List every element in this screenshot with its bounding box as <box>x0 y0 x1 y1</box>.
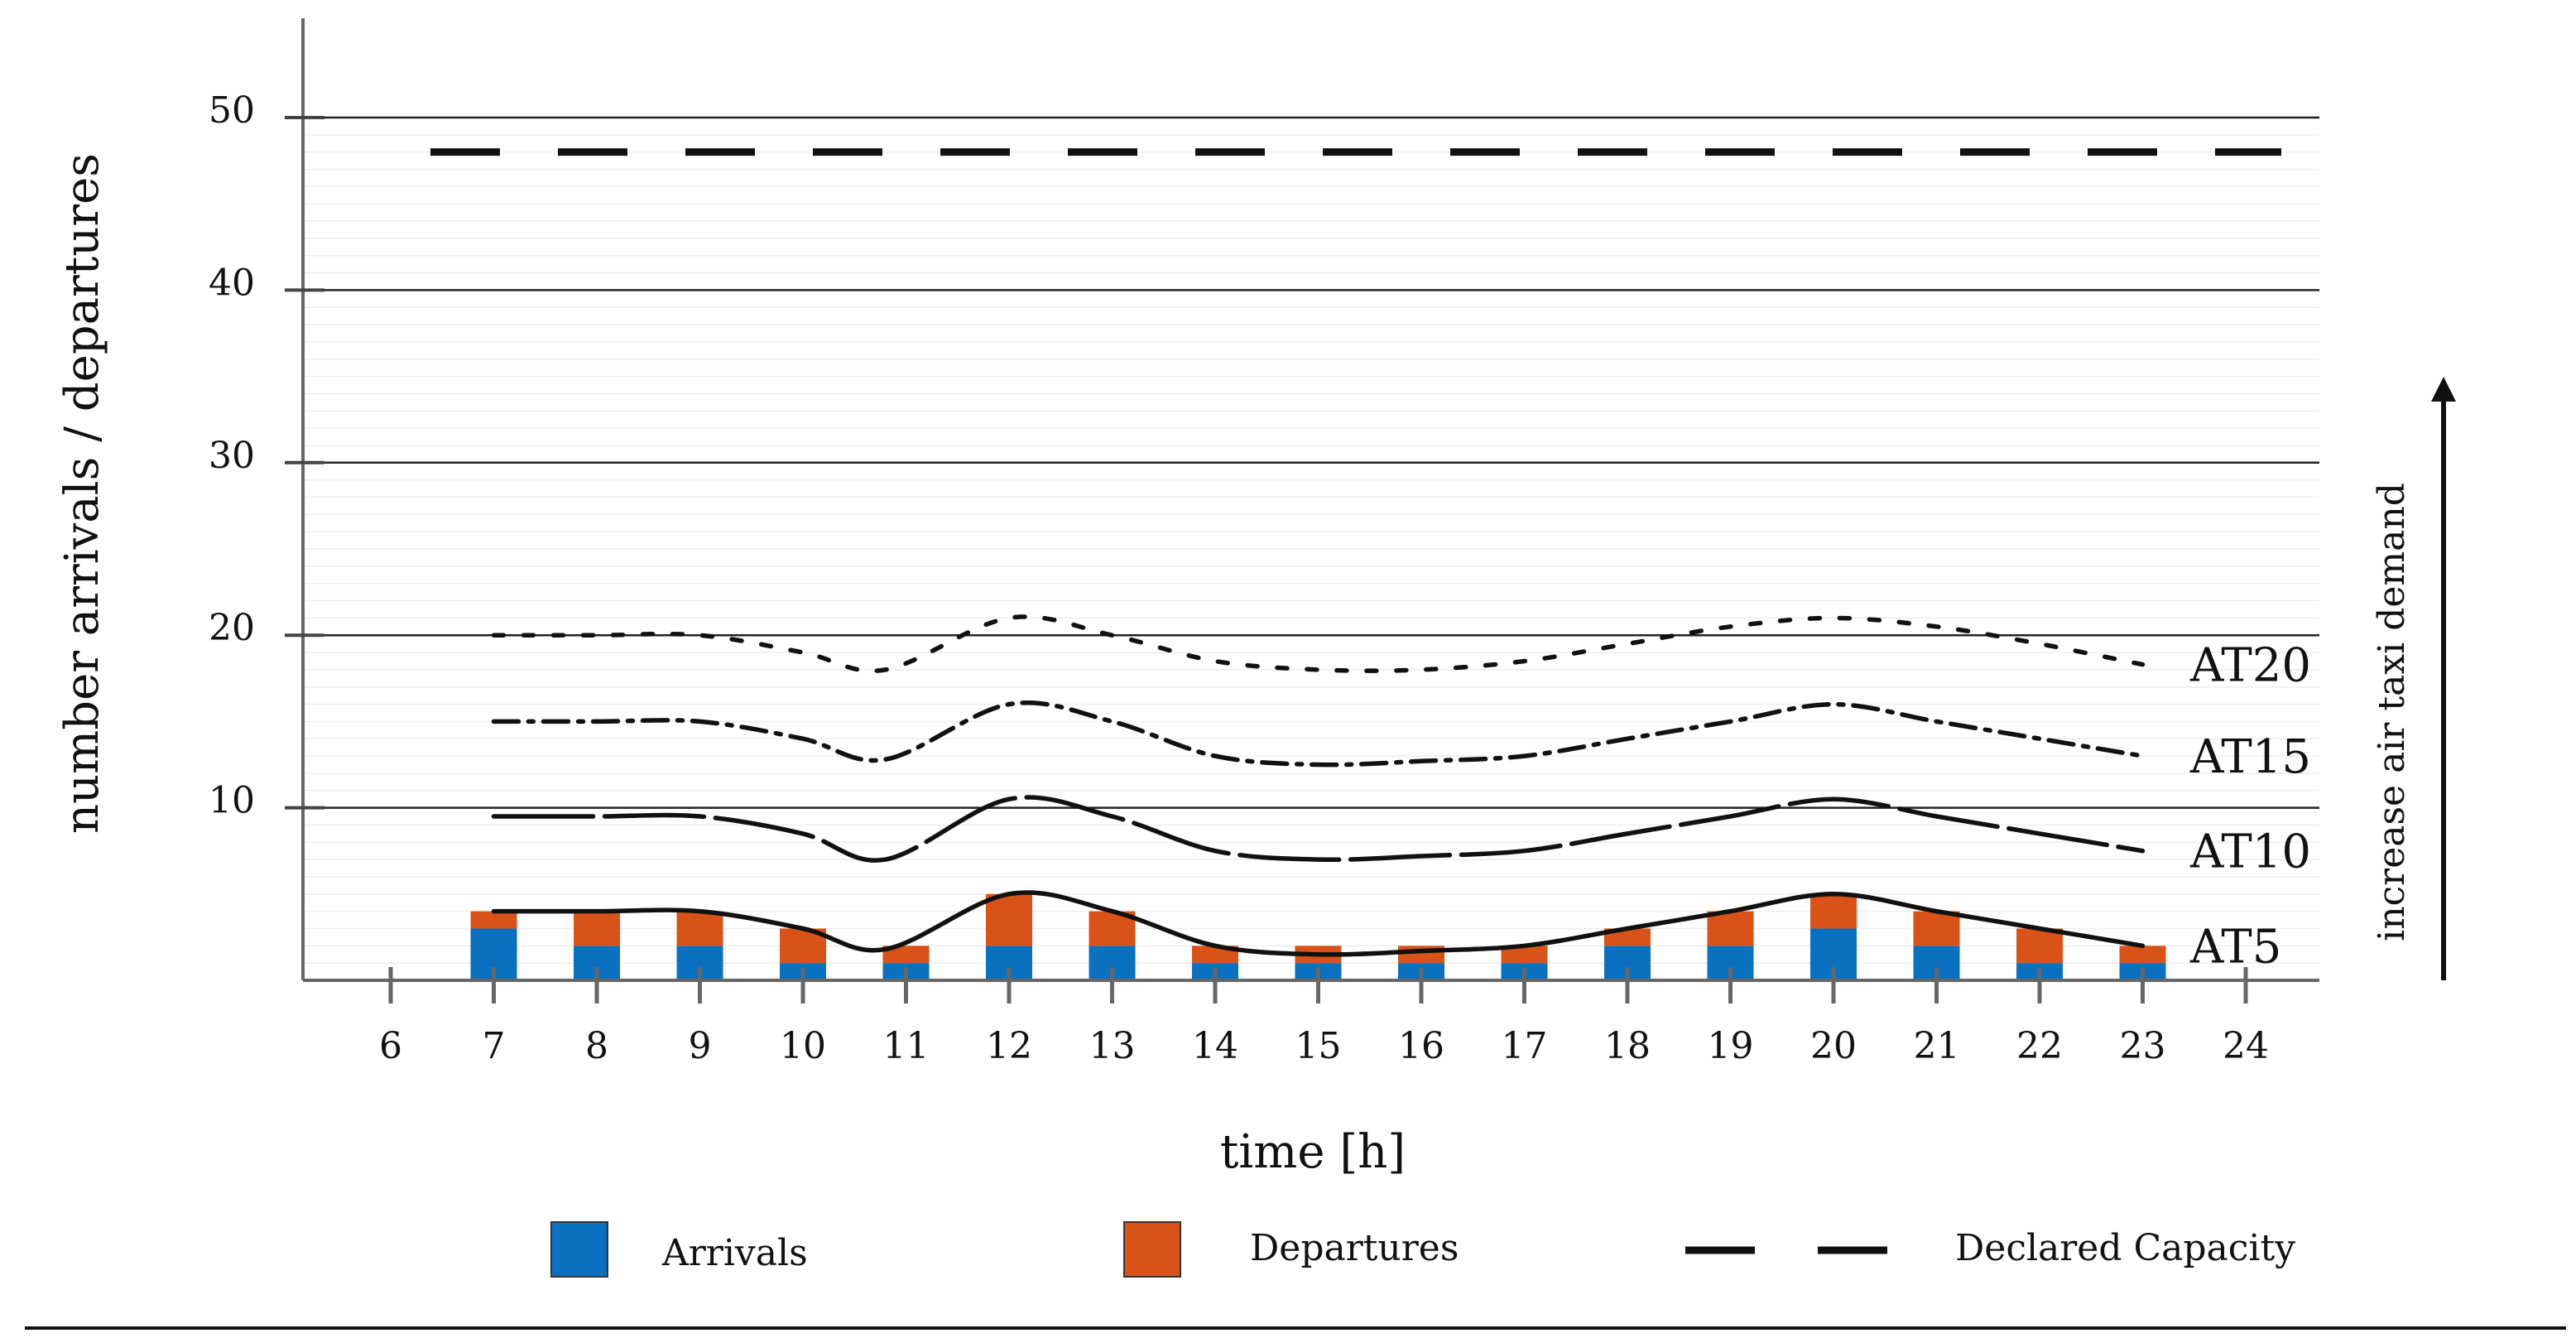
bar-departures-8 <box>574 911 620 946</box>
x-tick-label-11: 11 <box>883 1025 930 1067</box>
minor-gridlines <box>303 134 2319 964</box>
curve-at20 <box>491 614 2146 673</box>
x-tick-label-23: 23 <box>2120 1025 2166 1067</box>
x-tick-label-10: 10 <box>780 1025 826 1067</box>
major-gridlines <box>303 116 2319 809</box>
y-tick-label-30: 30 <box>209 435 255 477</box>
x-tick-label-22: 22 <box>2016 1025 2063 1067</box>
x-axis-title: time [h] <box>1220 1125 1406 1179</box>
bar-departures-21 <box>1913 911 1960 946</box>
demand-curves <box>491 614 2146 957</box>
curve-labels: AT5 AT10 AT15 AT20 <box>2189 639 2311 975</box>
curve-label-at20: AT20 <box>2189 639 2311 693</box>
x-tick-label-7: 7 <box>483 1025 506 1067</box>
x-tick-label-13: 13 <box>1089 1025 1136 1067</box>
y-tick-label-20: 20 <box>209 607 255 649</box>
x-tick-label-18: 18 <box>1604 1025 1651 1067</box>
x-tick-label-6: 6 <box>379 1025 402 1067</box>
bar-departures-17 <box>1501 946 1548 964</box>
x-tick-label-14: 14 <box>1192 1025 1238 1067</box>
legend-swatch-departures <box>1123 1221 1181 1278</box>
ticks: 10 20 30 40 50 6 7 8 9 10 11 12 13 14 15 16 17 18 19 20 21 22… <box>209 89 2269 1067</box>
bar-departures-12 <box>986 893 1032 946</box>
curve-at5 <box>491 890 2146 957</box>
x-tick-label-15: 15 <box>1295 1025 1342 1067</box>
y-axis-title: number arrivals / departures <box>55 153 109 834</box>
curve-label-at15: AT15 <box>2189 730 2311 784</box>
y-tick-label-50: 50 <box>209 89 255 132</box>
curve-label-at5: AT5 <box>2189 920 2281 974</box>
bar-departures-9 <box>676 911 723 946</box>
y-tick-label-40: 40 <box>209 262 255 304</box>
demand-annotation: increase air taxi demand <box>2371 377 2456 980</box>
bar-departures-11 <box>882 946 930 964</box>
x-tick-label-17: 17 <box>1502 1025 1548 1067</box>
x-tick-label-8: 8 <box>585 1025 608 1067</box>
demand-annotation-text: increase air taxi demand <box>2371 483 2413 941</box>
legend-swatch-arrivals <box>550 1221 608 1278</box>
bars <box>470 893 2166 980</box>
x-tick-label-20: 20 <box>1810 1025 1857 1067</box>
x-tick-label-9: 9 <box>689 1025 712 1067</box>
bar-departures-22 <box>2016 928 2063 964</box>
x-tick-label-21: 21 <box>1914 1025 1960 1067</box>
x-tick-label-16: 16 <box>1398 1025 1444 1067</box>
axes <box>301 18 2319 982</box>
bar-departures-23 <box>2119 946 2166 964</box>
legend-label-departures: Departures <box>1250 1227 1459 1269</box>
curve-at10 <box>491 795 2146 863</box>
x-tick-label-24: 24 <box>2223 1025 2269 1067</box>
x-tick-label-19: 19 <box>1708 1025 1754 1067</box>
y-tick-label-10: 10 <box>209 780 255 822</box>
bar-departures-7 <box>470 911 517 929</box>
legend-label-arrivals: Arrivals <box>661 1232 808 1274</box>
legend-label-capacity: Declared Capacity <box>1955 1227 2295 1269</box>
x-tick-label-12: 12 <box>986 1025 1032 1067</box>
bar-departures-20 <box>1810 893 1857 929</box>
legend: Arrivals Departures Declared Capacity <box>550 1221 2295 1278</box>
curve-at15 <box>491 700 2146 768</box>
curve-label-at10: AT10 <box>2189 825 2311 879</box>
bar-departures-19 <box>1707 911 1754 946</box>
